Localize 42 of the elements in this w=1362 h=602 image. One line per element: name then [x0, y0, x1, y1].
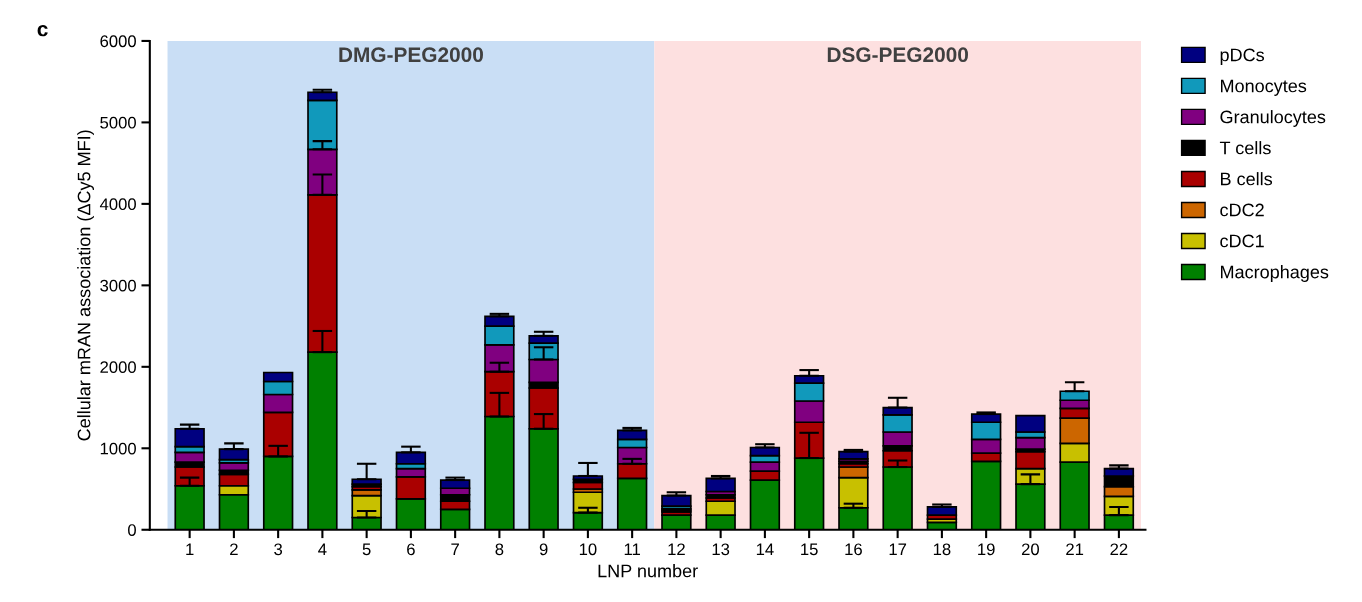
x-tick-label: 4	[318, 543, 327, 556]
x-tick-label: 6	[407, 543, 415, 556]
legend-label: Granulocytes	[1220, 110, 1326, 127]
x-tick-label: 21	[1066, 543, 1084, 556]
band-label: DMG-PEG2000	[339, 47, 483, 63]
x-tick-label: 19	[978, 543, 995, 556]
x-axis-title: LNP number	[598, 564, 698, 578]
y-tick-label: 2000	[100, 361, 136, 374]
x-tick-label: 14	[756, 543, 774, 556]
band-label: DSG-PEG2000	[827, 47, 968, 63]
legend-label: Macrophages	[1221, 265, 1329, 282]
x-tick-label: 2	[230, 543, 238, 556]
x-tick-label: 17	[889, 543, 907, 556]
y-tick-label: 3000	[100, 279, 136, 292]
x-tick-label: 5	[362, 543, 371, 556]
x-tick-label: 20	[1021, 543, 1040, 556]
x-tick-label: 7	[451, 543, 459, 556]
legend-label: cDC1	[1220, 234, 1264, 248]
x-tick-label: 15	[801, 543, 818, 556]
x-tick-label: 16	[845, 543, 862, 556]
x-tick-label: 1	[186, 543, 194, 556]
x-tick-label: 12	[668, 543, 685, 556]
y-tick-label: 0	[128, 524, 136, 536]
y-tick-label: 4000	[99, 198, 136, 211]
legend-label: Monocytes	[1221, 79, 1307, 96]
legend-label: B cells	[1221, 172, 1273, 186]
y-tick-label: 5000	[100, 116, 136, 129]
x-tick-label: 3	[274, 543, 283, 556]
chart-title: c	[37, 24, 48, 37]
x-tick-label: 10	[579, 543, 597, 556]
legend-label: pDCs	[1220, 48, 1265, 65]
legend-label: T cells	[1219, 141, 1271, 155]
legend-label: cDC2	[1220, 203, 1264, 217]
x-tick-label: 13	[712, 543, 730, 556]
x-tick-label: 11	[624, 543, 640, 556]
x-tick-label: 22	[1110, 543, 1128, 556]
y-tick-label: 1000	[100, 442, 136, 455]
x-tick-label: 9	[539, 543, 548, 556]
x-tick-label: 18	[933, 543, 951, 556]
x-tick-label: 8	[495, 543, 504, 556]
y-axis-title: Cellular mRAN association (ΔCy5 MFI)	[77, 130, 94, 441]
y-tick-label: 6000	[100, 35, 136, 48]
